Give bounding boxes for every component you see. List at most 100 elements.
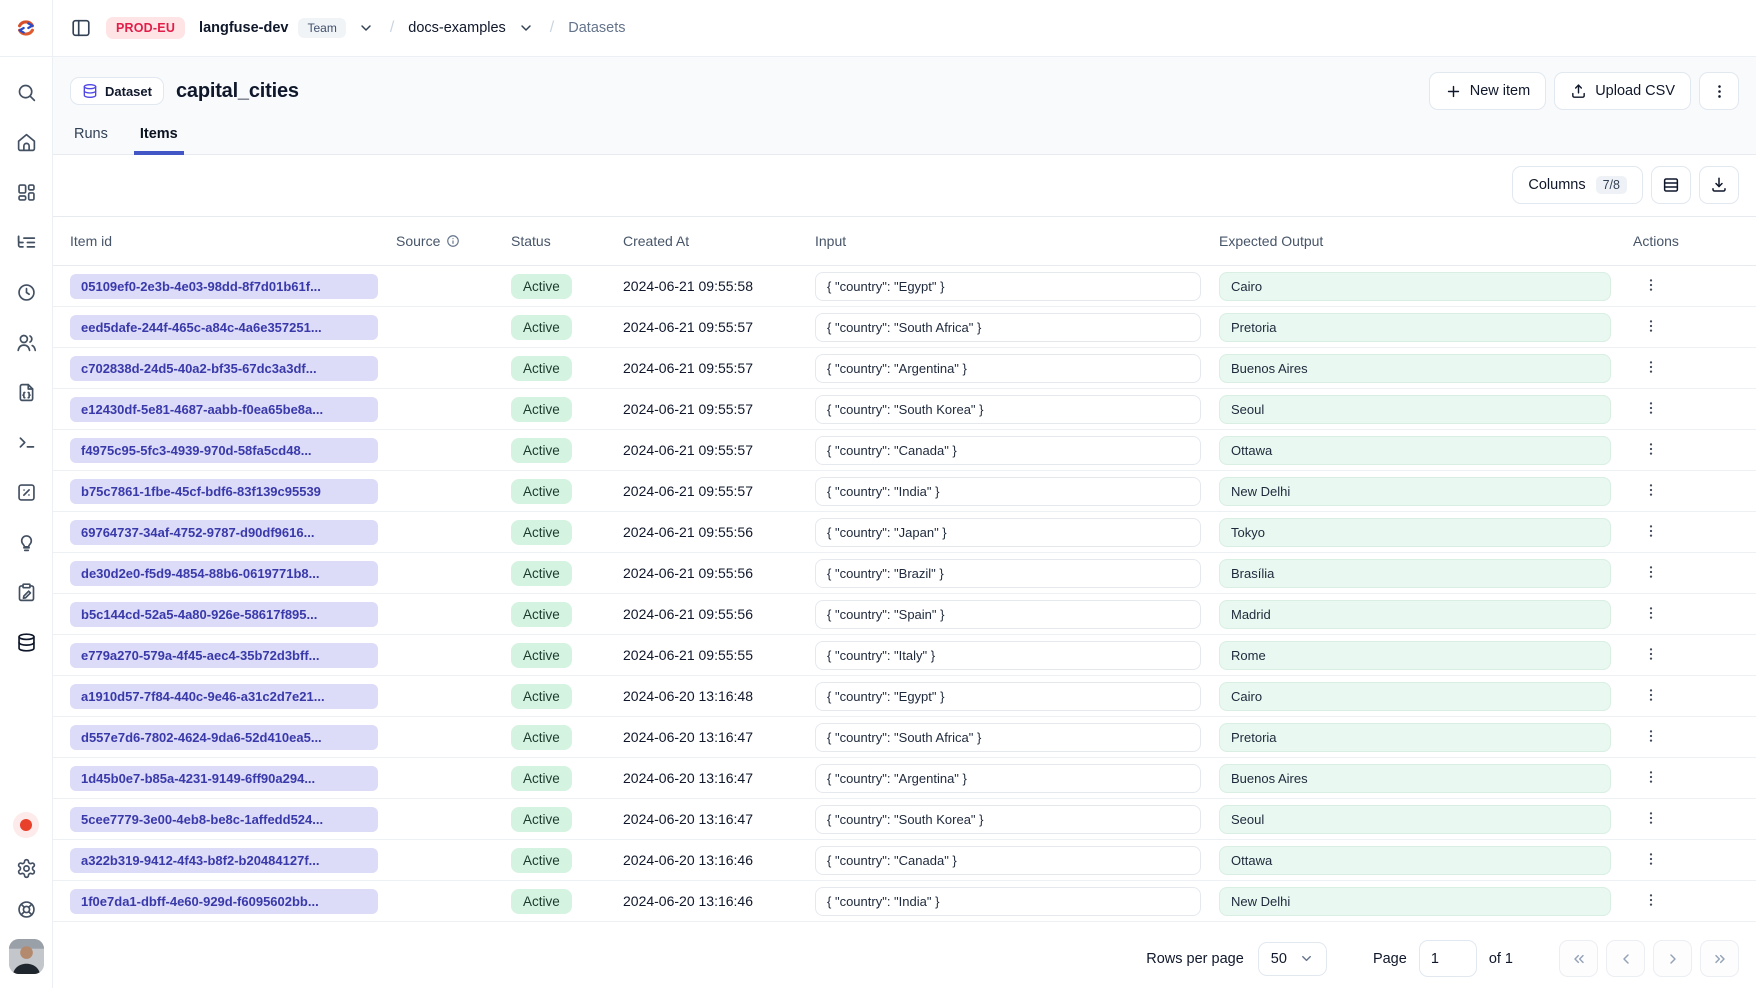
item-id-link[interactable]: a322b319-9412-4f43-b8f2-b20484127f... xyxy=(70,847,378,873)
expected-output-value[interactable]: Pretoria xyxy=(1219,722,1611,752)
column-header-input[interactable]: Input xyxy=(815,233,847,249)
project-name[interactable]: docs-examples xyxy=(408,20,506,36)
sidebar-item-home[interactable] xyxy=(14,131,38,153)
dataset-actions-button[interactable] xyxy=(1699,72,1739,110)
item-id-link[interactable]: b5c144cd-52a5-4a80-926e-58617f895... xyxy=(70,601,378,627)
input-value[interactable]: { "country": "South Korea" } xyxy=(815,394,1201,424)
row-actions-button[interactable] xyxy=(1635,767,1667,787)
sidebar-item-dashboards[interactable] xyxy=(14,181,38,203)
column-header-item-id[interactable]: Item id xyxy=(70,233,113,249)
expected-output-value[interactable]: Tokyo xyxy=(1219,517,1611,547)
input-value[interactable]: { "country": "Egypt" } xyxy=(815,681,1201,711)
export-button[interactable] xyxy=(1699,166,1739,204)
sidebar-item-annotation[interactable] xyxy=(14,581,38,603)
item-id-link[interactable]: d557e7d6-7802-4624-9da6-52d410ea5... xyxy=(70,724,378,750)
input-value[interactable]: { "country": "South Korea" } xyxy=(815,804,1201,834)
column-header-created-at[interactable]: Created At xyxy=(623,233,690,249)
item-id-link[interactable]: 05109ef0-2e3b-4e03-98dd-8f7d01b61f... xyxy=(70,273,378,299)
sidebar-item-evaluation[interactable] xyxy=(14,481,38,503)
first-page-button[interactable] xyxy=(1559,940,1598,977)
expected-output-value[interactable]: Ottawa xyxy=(1219,845,1611,875)
row-actions-button[interactable] xyxy=(1635,275,1667,295)
tab-items[interactable]: Items xyxy=(133,126,184,155)
item-id-link[interactable]: eed5dafe-244f-465c-a84c-4a6e357251... xyxy=(70,314,378,340)
expected-output-value[interactable]: Seoul xyxy=(1219,804,1611,834)
expected-output-value[interactable]: Cairo xyxy=(1219,271,1611,301)
item-id-link[interactable]: e779a270-579a-4f45-aec4-35b72d3bff... xyxy=(70,642,378,668)
expected-output-value[interactable]: Ottawa xyxy=(1219,435,1611,465)
sidebar-item-support[interactable] xyxy=(14,898,38,920)
row-actions-button[interactable] xyxy=(1635,357,1667,377)
item-id-link[interactable]: a1910d57-7f84-440c-9e46-a31c2d7e21... xyxy=(70,683,378,709)
sidebar-item-search[interactable] xyxy=(14,81,38,103)
expected-output-value[interactable]: New Delhi xyxy=(1219,476,1611,506)
row-actions-button[interactable] xyxy=(1635,726,1667,746)
sidebar-item-insights[interactable] xyxy=(14,531,38,553)
row-actions-button[interactable] xyxy=(1635,644,1667,664)
prev-page-button[interactable] xyxy=(1606,940,1645,977)
input-value[interactable]: { "country": "South Africa" } xyxy=(815,312,1201,342)
page-number-input[interactable] xyxy=(1418,940,1477,977)
row-actions-button[interactable] xyxy=(1635,685,1667,705)
expected-output-value[interactable]: Cairo xyxy=(1219,681,1611,711)
record-indicator-button[interactable] xyxy=(13,812,39,838)
project-switcher-button[interactable] xyxy=(516,18,536,38)
last-page-button[interactable] xyxy=(1700,940,1739,977)
input-value[interactable]: { "country": "Canada" } xyxy=(815,435,1201,465)
row-height-button[interactable] xyxy=(1651,166,1691,204)
input-value[interactable]: { "country": "South Africa" } xyxy=(815,722,1201,752)
org-name[interactable]: langfuse-dev xyxy=(199,20,289,36)
expected-output-value[interactable]: New Delhi xyxy=(1219,886,1611,916)
new-item-button[interactable]: New item xyxy=(1428,72,1547,110)
expected-output-value[interactable]: Rome xyxy=(1219,640,1611,670)
item-id-link[interactable]: de30d2e0-f5d9-4854-88b6-0619771b8... xyxy=(70,560,378,586)
row-actions-button[interactable] xyxy=(1635,890,1667,910)
sidebar-item-prompts[interactable] xyxy=(14,381,38,403)
columns-button[interactable]: Columns 7/8 xyxy=(1512,166,1643,204)
expected-output-value[interactable]: Seoul xyxy=(1219,394,1611,424)
row-actions-button[interactable] xyxy=(1635,808,1667,828)
input-value[interactable]: { "country": "Spain" } xyxy=(815,599,1201,629)
row-actions-button[interactable] xyxy=(1635,521,1667,541)
input-value[interactable]: { "country": "Canada" } xyxy=(815,845,1201,875)
input-value[interactable]: { "country": "Argentina" } xyxy=(815,353,1201,383)
input-value[interactable]: { "country": "Italy" } xyxy=(815,640,1201,670)
sidebar-item-sessions[interactable] xyxy=(14,281,38,303)
upload-csv-button[interactable]: Upload CSV xyxy=(1554,72,1691,110)
row-actions-button[interactable] xyxy=(1635,480,1667,500)
sidebar-item-settings[interactable] xyxy=(14,857,38,879)
input-value[interactable]: { "country": "Argentina" } xyxy=(815,763,1201,793)
sidebar-item-playground[interactable] xyxy=(14,431,38,453)
input-value[interactable]: { "country": "Egypt" } xyxy=(815,271,1201,301)
input-value[interactable]: { "country": "Japan" } xyxy=(815,517,1201,547)
sidebar-item-datasets[interactable] xyxy=(14,631,38,653)
expected-output-value[interactable]: Buenos Aires xyxy=(1219,763,1611,793)
column-header-source[interactable]: Source xyxy=(396,233,511,249)
sidebar-item-tracing[interactable] xyxy=(14,231,38,253)
next-page-button[interactable] xyxy=(1653,940,1692,977)
row-actions-button[interactable] xyxy=(1635,439,1667,459)
item-id-link[interactable]: 1f0e7da1-dbff-4e60-929d-f6095602bb... xyxy=(70,888,378,914)
user-avatar[interactable] xyxy=(8,939,44,974)
item-id-link[interactable]: 1d45b0e7-b85a-4231-9149-6ff90a294... xyxy=(70,765,378,791)
column-header-status[interactable]: Status xyxy=(511,233,551,249)
sidebar-toggle-button[interactable] xyxy=(66,13,96,43)
row-actions-button[interactable] xyxy=(1635,562,1667,582)
item-id-link[interactable]: c702838d-24d5-40a2-bf35-67dc3a3df... xyxy=(70,355,378,381)
item-id-link[interactable]: f4975c95-5fc3-4939-970d-58fa5cd48... xyxy=(70,437,378,463)
tab-runs[interactable]: Runs xyxy=(72,126,110,154)
column-header-expected-output[interactable]: Expected Output xyxy=(1219,233,1324,249)
item-id-link[interactable]: 69764737-34af-4752-9787-d90df9616... xyxy=(70,519,378,545)
item-id-link[interactable]: b75c7861-1fbe-45cf-bdf6-83f139c95539 xyxy=(70,478,378,504)
row-actions-button[interactable] xyxy=(1635,316,1667,336)
langfuse-logo-icon[interactable] xyxy=(15,17,37,39)
input-value[interactable]: { "country": "Brazil" } xyxy=(815,558,1201,588)
row-actions-button[interactable] xyxy=(1635,398,1667,418)
item-id-link[interactable]: 5cee7779-3e00-4eb8-be8c-1affedd524... xyxy=(70,806,378,832)
expected-output-value[interactable]: Brasília xyxy=(1219,558,1611,588)
input-value[interactable]: { "country": "India" } xyxy=(815,886,1201,916)
rows-per-page-select[interactable]: 50 xyxy=(1257,941,1327,976)
expected-output-value[interactable]: Pretoria xyxy=(1219,312,1611,342)
expected-output-value[interactable]: Madrid xyxy=(1219,599,1611,629)
item-id-link[interactable]: e12430df-5e81-4687-aabb-f0ea65be8a... xyxy=(70,396,378,422)
